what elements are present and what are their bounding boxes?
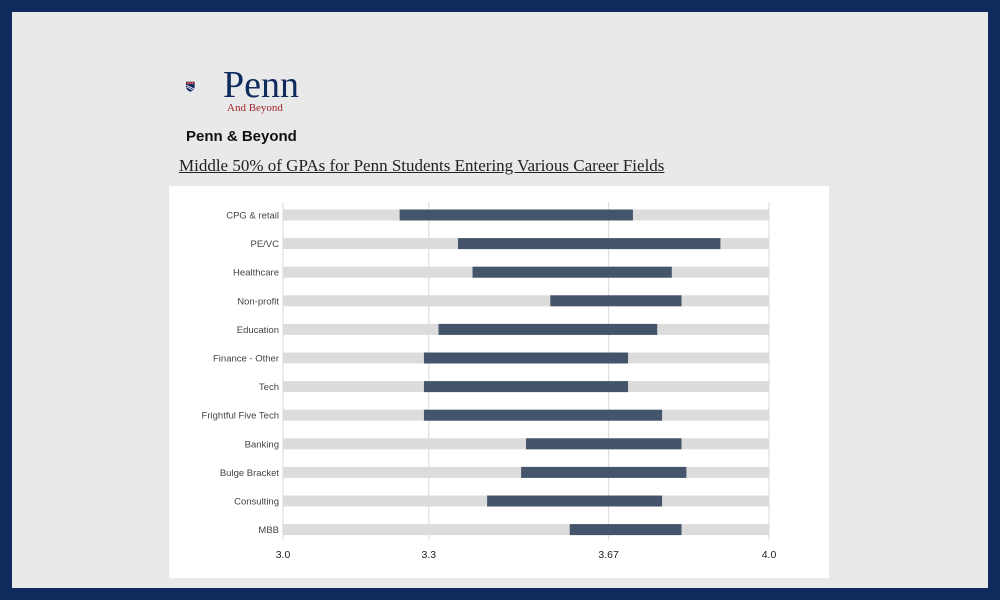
- category-label-healthcare: Healthcare: [233, 268, 279, 279]
- x-tick-label-0: 3.0: [276, 549, 291, 561]
- track-non-profit: [283, 295, 769, 307]
- bar-pe-vc: [457, 238, 721, 250]
- category-label-frightful-five-tech: Frightful Five Tech: [202, 411, 279, 422]
- penn-tagline: And Beyond: [227, 102, 283, 114]
- bar-consulting: [487, 495, 663, 507]
- bar-tech: [423, 381, 629, 393]
- category-label-mbb: MBB: [258, 525, 279, 536]
- category-label-bulge-bracket: Bulge Bracket: [220, 468, 280, 479]
- category-label-tech: Tech: [259, 382, 279, 393]
- bar-non-profit: [550, 295, 682, 307]
- category-label-finance-other: Finance - Other: [213, 354, 279, 365]
- x-tick-label-3: 4.0: [762, 549, 777, 561]
- penn-wordmark: Penn: [223, 64, 299, 106]
- bar-healthcare: [472, 266, 672, 278]
- bar-banking: [526, 438, 682, 450]
- category-label-banking: Banking: [245, 439, 279, 450]
- chart-title: Middle 50% of GPAs for Penn Students Ent…: [179, 156, 665, 175]
- category-label-cpg-retail: CPG & retail: [226, 211, 279, 222]
- bar-cpg-retail: [399, 209, 633, 221]
- gpa-range-chart: CPG & retail PE/VC Healthcare Non-profit Edu…: [202, 202, 777, 561]
- category-label-education: Education: [237, 325, 279, 336]
- bar-finance-other: [423, 352, 629, 364]
- bar-frightful-five-tech: [423, 409, 663, 421]
- category-label-pe-vc: PE/VC: [250, 239, 279, 250]
- page-heading: Penn & Beyond: [186, 128, 297, 145]
- bar-bulge-bracket: [521, 466, 687, 478]
- chart-card: CPG & retail PE/VC Healthcare Non-profit Edu…: [169, 186, 829, 578]
- track-mbb: [283, 524, 769, 536]
- bar-mbb: [569, 524, 682, 536]
- penn-shield-icon: [185, 81, 196, 93]
- x-tick-label-2: 3.67: [598, 549, 619, 561]
- category-label-non-profit: Non-profit: [237, 296, 279, 307]
- category-label-consulting: Consulting: [234, 497, 279, 508]
- bar-education: [438, 323, 658, 335]
- x-tick-label-1: 3.3: [421, 549, 436, 561]
